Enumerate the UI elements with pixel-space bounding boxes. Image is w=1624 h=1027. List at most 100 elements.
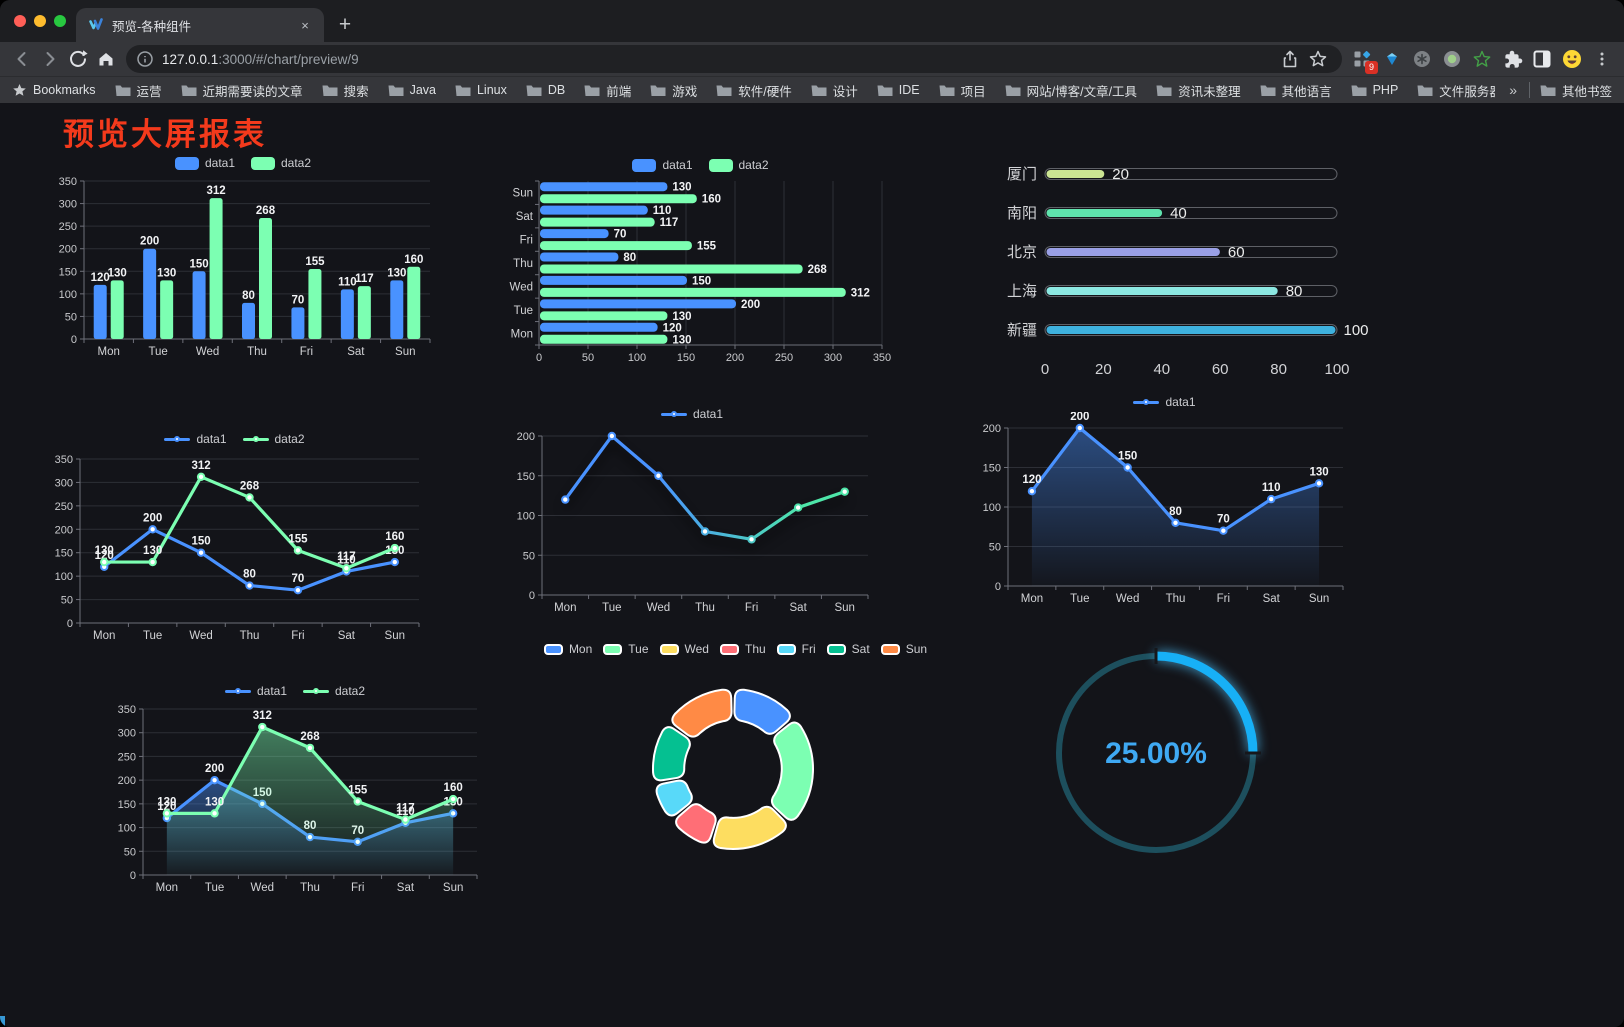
svg-text:Thu: Thu xyxy=(513,258,533,270)
svg-text:80: 80 xyxy=(242,290,255,302)
svg-text:40: 40 xyxy=(1170,205,1187,222)
legend-item-data2[interactable]: data2 xyxy=(303,684,365,698)
legend-item-Sat[interactable]: Sat xyxy=(826,642,870,656)
extension-gem-icon[interactable] xyxy=(1378,45,1406,73)
url-text[interactable]: 127.0.0.1:3000/#/chart/preview/9 xyxy=(162,52,1276,67)
bookmark-folder[interactable]: PHP xyxy=(1351,83,1398,97)
svg-text:117: 117 xyxy=(337,551,356,563)
extension-puzzle-icon[interactable] xyxy=(1498,45,1526,73)
url-bar[interactable]: 127.0.0.1:3000/#/chart/preview/9 xyxy=(126,45,1342,73)
maximize-window-button[interactable] xyxy=(54,15,66,27)
bookmark-folder[interactable]: 搜索 xyxy=(322,81,369,100)
svg-text:110: 110 xyxy=(396,806,415,818)
browser-tab[interactable]: 预览-各种组件 × xyxy=(76,8,324,42)
svg-text:Sat: Sat xyxy=(1263,593,1281,605)
svg-text:Sat: Sat xyxy=(338,630,356,642)
bookmark-folder[interactable]: IDE xyxy=(877,83,920,97)
extension-green-star-icon[interactable] xyxy=(1468,45,1496,73)
chart-two-line: data1 data2 0 50 100 150 200 250 300 350 Mon Tue Wed… xyxy=(42,423,427,652)
donut-segment-Fri[interactable] xyxy=(655,779,693,817)
bookmarks-overflow-chevron[interactable]: » xyxy=(1509,82,1517,98)
svg-text:50: 50 xyxy=(582,352,594,364)
chart-legend: data1 data2 xyxy=(105,681,485,701)
donut-segment-Tue[interactable] xyxy=(770,721,814,821)
svg-text:100: 100 xyxy=(59,289,77,301)
minimize-window-button[interactable] xyxy=(34,15,46,27)
extension-asterisk-icon[interactable] xyxy=(1408,45,1436,73)
back-button[interactable] xyxy=(8,45,36,73)
svg-text:130: 130 xyxy=(1309,466,1328,478)
extension-record-icon[interactable] xyxy=(1438,45,1466,73)
legend-item-data2[interactable]: data2 xyxy=(708,158,769,172)
reload-button[interactable] xyxy=(64,45,92,73)
home-button[interactable] xyxy=(92,45,120,73)
legend-item-data1[interactable]: data1 xyxy=(632,158,693,172)
bookmarks-manager[interactable]: Bookmarks xyxy=(12,83,96,98)
donut-segment-Wed[interactable] xyxy=(712,805,787,850)
svg-text:Sun: Sun xyxy=(395,346,415,358)
bookmark-folder[interactable]: 前端 xyxy=(584,81,631,100)
svg-text:80: 80 xyxy=(623,252,636,264)
legend-item-Thu[interactable]: Thu xyxy=(719,642,766,656)
svg-text:130: 130 xyxy=(672,334,691,346)
bookmark-folder[interactable]: 软件/硬件 xyxy=(716,81,792,100)
chart-grouped-bar: data1 data2 0 50 100 150 200 250 300 350 Mon Tue Wed… xyxy=(48,147,438,366)
legend-item-Fri[interactable]: Fri xyxy=(776,642,816,656)
svg-text:Sun: Sun xyxy=(513,188,533,200)
legend-item-Wed[interactable]: Wed xyxy=(659,642,709,656)
folder-icon xyxy=(115,85,131,96)
bookmark-folder[interactable]: 网站/博客/文章/工具 xyxy=(1005,81,1137,100)
new-tab-button[interactable]: + xyxy=(338,13,352,36)
bookmark-folder[interactable]: 文件服务器 xyxy=(1417,81,1495,100)
bookmark-folder[interactable]: 资讯未整理 xyxy=(1156,81,1241,100)
url-host: 127.0.0.1 xyxy=(162,51,219,67)
legend-item-Tue[interactable]: Tue xyxy=(603,642,649,656)
extension-panel-icon[interactable] xyxy=(1528,45,1556,73)
legend-item-data1[interactable]: data1 xyxy=(164,432,227,446)
bookmark-folder[interactable]: 其他语言 xyxy=(1260,81,1332,100)
site-info-icon[interactable] xyxy=(134,48,156,70)
legend-item-data1[interactable]: data1 xyxy=(660,407,723,421)
extension-emoji-icon[interactable] xyxy=(1558,45,1586,73)
legend-item-data2[interactable]: data2 xyxy=(251,156,311,170)
menu-kebab-icon[interactable] xyxy=(1588,45,1616,73)
tab-close-icon[interactable]: × xyxy=(301,17,309,33)
close-window-button[interactable] xyxy=(14,15,26,27)
share-icon[interactable] xyxy=(1276,45,1304,73)
svg-text:155: 155 xyxy=(697,241,717,253)
svg-text:Fri: Fri xyxy=(745,602,758,614)
chart-donut: Mon Tue Wed Thu Fri Sat Sun xyxy=(543,633,928,884)
svg-text:0: 0 xyxy=(1041,361,1049,378)
other-bookmarks[interactable]: 其他书签 xyxy=(1540,81,1612,100)
donut-segment-Sun[interactable] xyxy=(671,688,733,738)
svg-text:200: 200 xyxy=(726,352,744,364)
extension-grid-icon[interactable]: 9 xyxy=(1348,45,1378,74)
bookmarks-bar: Bookmarks 运营 近期需要读的文章 搜索 Java Linux DB 前端 游戏 软件/… xyxy=(0,76,1624,103)
grouped-bar-canvas: 0 50 100 150 200 250 300 350 Mon Tue Wed Thu Fri Sat S… xyxy=(59,176,431,358)
chart-legend: data1 data2 xyxy=(42,429,427,449)
legend-item-Sun[interactable]: Sun xyxy=(880,642,927,656)
legend-item-Mon[interactable]: Mon xyxy=(543,642,592,656)
bookmark-star-icon[interactable] xyxy=(1304,45,1332,73)
svg-text:117: 117 xyxy=(396,803,415,815)
bookmark-folder[interactable]: Java xyxy=(388,83,436,97)
bookmark-folder[interactable]: 项目 xyxy=(939,81,986,100)
bookmark-folder[interactable]: DB xyxy=(526,83,565,97)
donut-segment-Thu[interactable] xyxy=(675,803,717,844)
bookmark-folder-label: 设计 xyxy=(832,84,858,99)
bookmark-folder[interactable]: 游戏 xyxy=(650,81,697,100)
bookmark-folder[interactable]: 近期需要读的文章 xyxy=(181,81,303,100)
donut-segment-Sat[interactable] xyxy=(652,726,691,782)
bookmark-folder[interactable]: 运营 xyxy=(115,81,162,100)
donut-segment-Mon[interactable] xyxy=(733,688,791,735)
legend-item-data1[interactable]: data1 xyxy=(1133,395,1196,409)
bookmark-folder[interactable]: 设计 xyxy=(811,81,858,100)
bookmark-folder[interactable]: Linux xyxy=(455,83,507,97)
chart-gauge: 25.00% xyxy=(1032,630,1282,885)
bookmark-folder-label: 其他语言 xyxy=(1281,84,1332,99)
svg-text:200: 200 xyxy=(55,524,73,536)
forward-button[interactable] xyxy=(36,45,64,73)
legend-item-data2[interactable]: data2 xyxy=(242,432,305,446)
legend-item-data1[interactable]: data1 xyxy=(174,156,235,170)
legend-item-data1[interactable]: data1 xyxy=(224,684,287,698)
